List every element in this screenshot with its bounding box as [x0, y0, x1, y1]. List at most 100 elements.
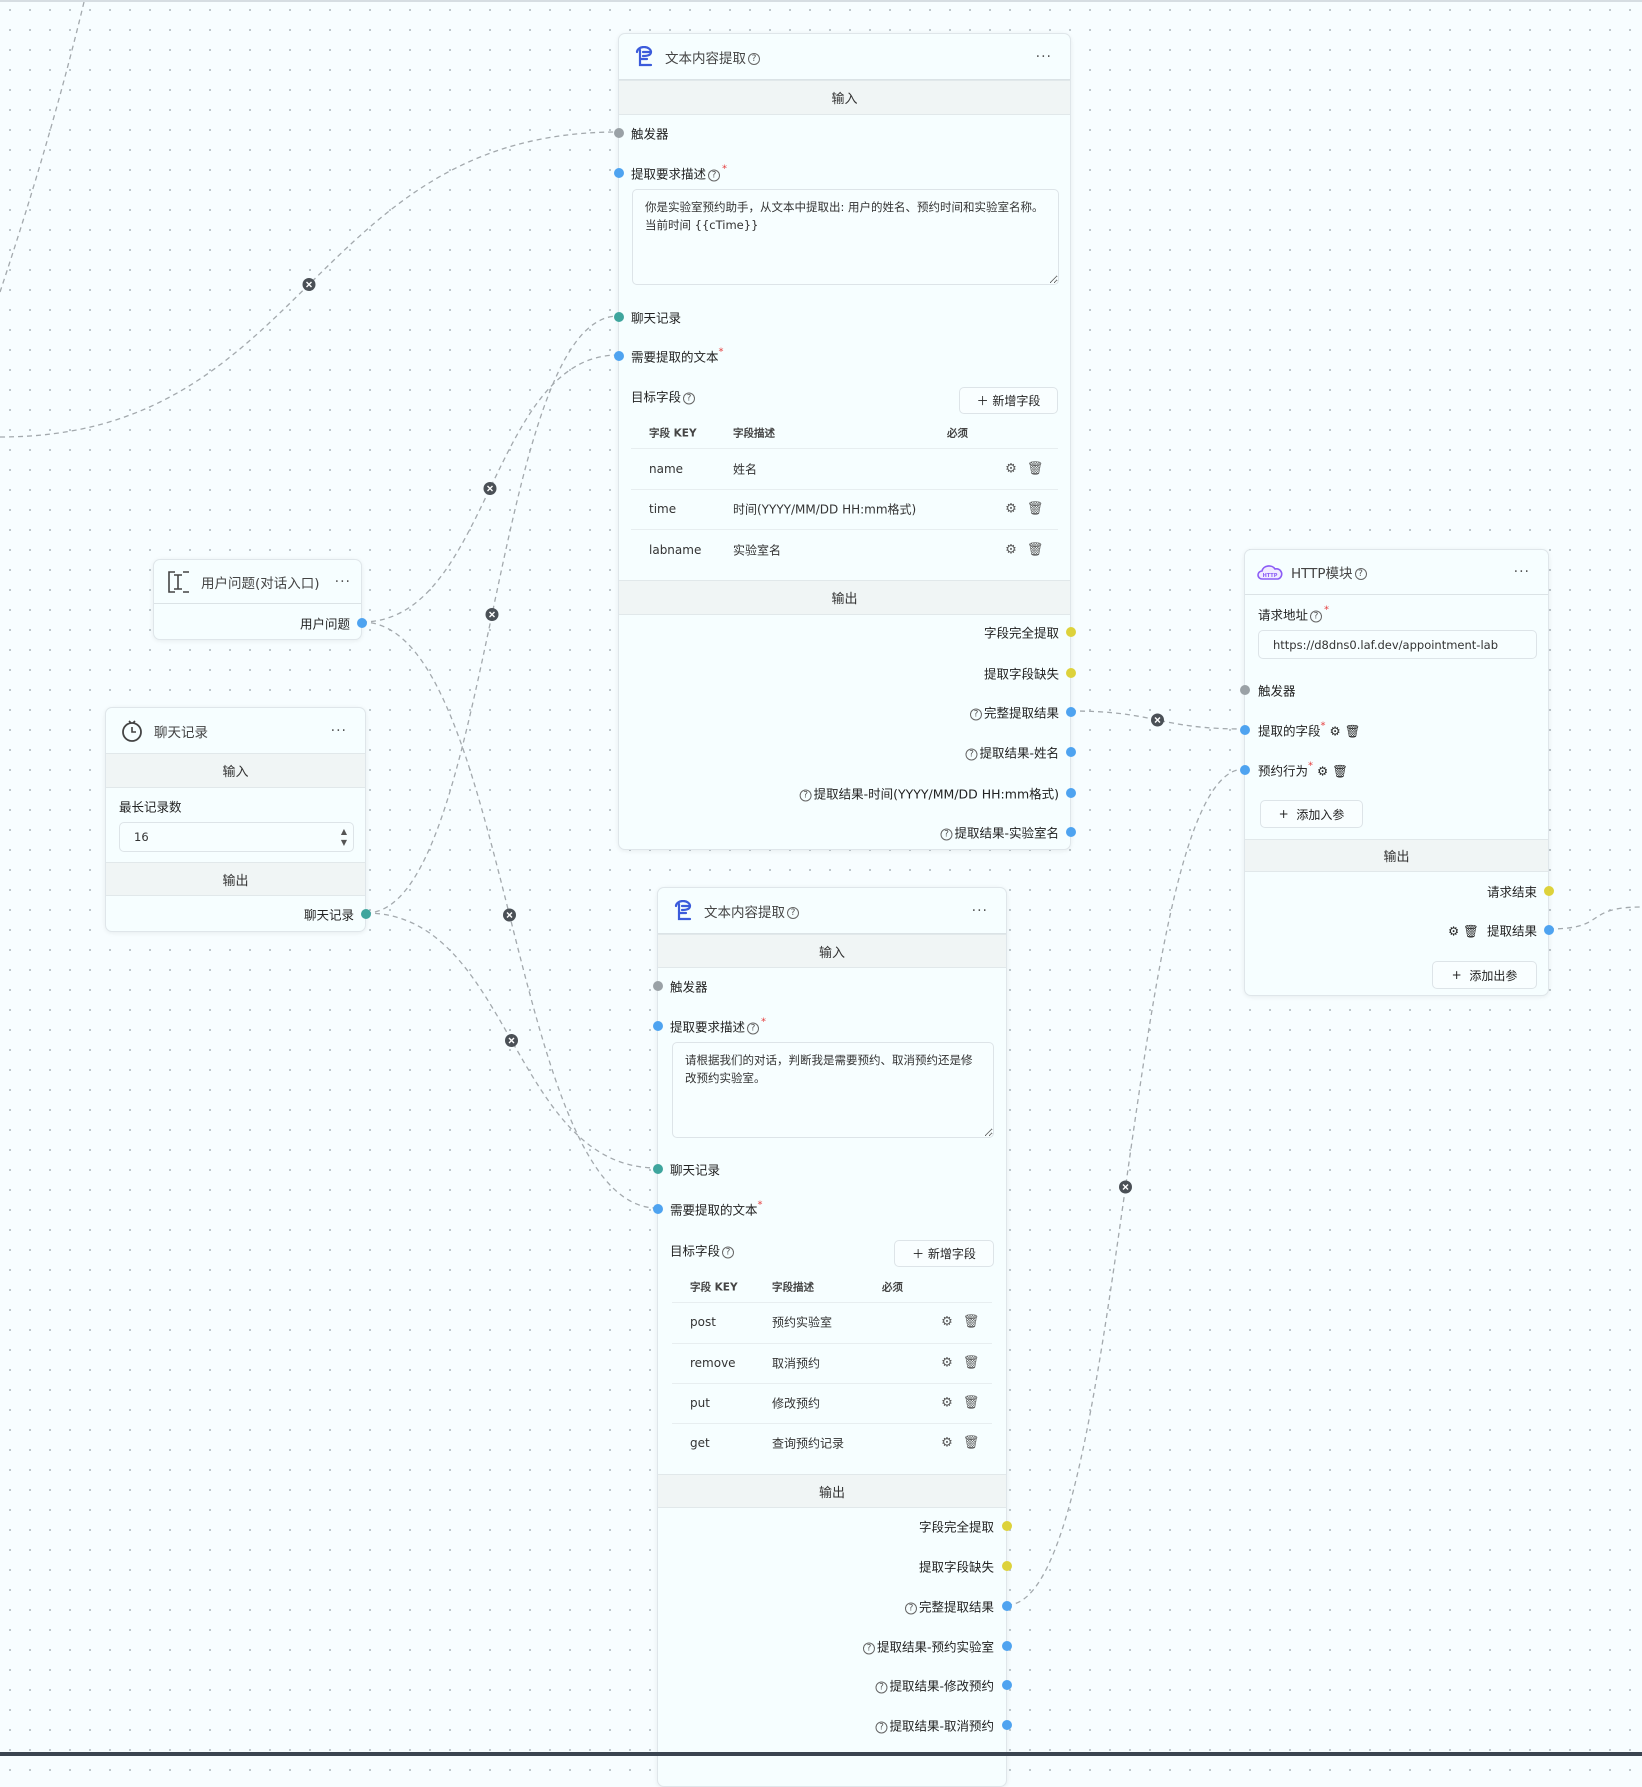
text-input-handle[interactable]: [653, 1204, 663, 1214]
gear-icon[interactable]: ⚙: [1329, 723, 1341, 739]
text-extract-node-1[interactable]: 文本内容提取? ··· 输入 触发器 提取要求描述 ?* 你是实验室预约助手，从文…: [614, 33, 1076, 850]
gear-icon[interactable]: ⚙: [1005, 501, 1017, 517]
chat-history-node[interactable]: 聊天记录 ··· 输入 最长记录数 16 ▲ ▼ 输出 聊天记录: [105, 707, 371, 932]
help-icon[interactable]: ?: [722, 1246, 735, 1258]
param-handle[interactable]: [1240, 765, 1250, 775]
add-field-button[interactable]: ＋ 新增字段: [894, 1240, 994, 1267]
add-field-button[interactable]: ＋ 新增字段: [959, 387, 1058, 414]
output-handle[interactable]: [1002, 1641, 1012, 1651]
gear-icon[interactable]: ⚙: [1317, 763, 1329, 779]
text-input-handle[interactable]: [614, 351, 624, 361]
help-icon[interactable]: ?: [708, 169, 721, 181]
output-handle[interactable]: [1544, 925, 1554, 935]
gear-icon[interactable]: ⚙: [941, 1314, 953, 1330]
gear-icon[interactable]: ⚙: [1005, 461, 1017, 477]
output-handle[interactable]: [1002, 1601, 1012, 1611]
trigger-handle[interactable]: [614, 128, 624, 138]
stepper-arrows-icon[interactable]: ▲ ▼: [340, 827, 347, 847]
connection-edge[interactable]: [1006, 768, 1245, 1606]
more-menu-button[interactable]: ···: [971, 902, 988, 919]
help-icon[interactable]: ?: [748, 52, 760, 65]
output-handle[interactable]: [1066, 747, 1076, 757]
delete-edge-icon[interactable]: [505, 1034, 519, 1048]
more-menu-button[interactable]: ···: [1035, 48, 1052, 65]
connection-edge[interactable]: [361, 354, 619, 623]
max-records-stepper[interactable]: 16 ▲ ▼: [119, 822, 354, 852]
param-handle[interactable]: [1240, 725, 1250, 735]
help-icon[interactable]: ?: [969, 708, 982, 720]
url-input[interactable]: https://d8dns0.laf.dev/appointment-lab: [1258, 630, 1537, 659]
output-handle[interactable]: [1544, 886, 1554, 896]
trash-icon[interactable]: 🗑: [962, 1355, 980, 1371]
extract-desc-textarea[interactable]: 你是实验室预约助手，从文本中提取出: 用户的姓名、预约时间和实验室名称。当前时间…: [632, 189, 1059, 285]
connection-edge[interactable]: [361, 621, 658, 1209]
output-handle[interactable]: [1066, 707, 1076, 717]
help-icon[interactable]: ?: [1354, 568, 1367, 580]
output-handle[interactable]: [1066, 788, 1076, 798]
trash-icon[interactable]: 🗑: [1026, 542, 1044, 558]
trash-icon[interactable]: 🗑: [1332, 763, 1349, 779]
add-output-param-button[interactable]: + 添加出参: [1432, 961, 1537, 989]
node-header[interactable]: HTTP HTTP模块? ···: [1245, 550, 1548, 595]
help-icon[interactable]: ?: [965, 748, 978, 760]
gear-icon[interactable]: ⚙: [1005, 542, 1017, 558]
connection-edge[interactable]: [365, 315, 619, 914]
output-handle[interactable]: [1002, 1720, 1012, 1730]
trash-icon[interactable]: 🗑: [1026, 461, 1044, 477]
trigger-handle[interactable]: [1240, 685, 1250, 695]
output-handle[interactable]: [357, 618, 367, 628]
output-handle[interactable]: [1066, 627, 1076, 637]
http-node[interactable]: HTTP HTTP模块? ··· 请求地址 ?* https://d8dns0.l…: [1240, 549, 1554, 996]
more-menu-button[interactable]: ···: [334, 573, 351, 590]
help-icon[interactable]: ?: [787, 906, 799, 919]
trash-icon[interactable]: 🗑: [962, 1395, 980, 1411]
connection-edge[interactable]: [0, 2, 85, 293]
trash-icon[interactable]: 🗑: [1463, 923, 1480, 939]
node-header[interactable]: 文本内容提取? ···: [619, 34, 1070, 80]
text-extract-node-2[interactable]: 文本内容提取? ··· 输入 触发器 提取要求描述 ?* 请根据我们的对话，判断我…: [653, 887, 1012, 1787]
connection-edge[interactable]: [365, 912, 658, 1169]
more-menu-button[interactable]: ···: [1513, 564, 1530, 580]
connection-edge[interactable]: [1548, 906, 1642, 930]
help-icon[interactable]: ?: [875, 1721, 888, 1733]
output-handle[interactable]: [1002, 1680, 1012, 1690]
trash-icon[interactable]: 🗑: [962, 1435, 980, 1451]
trash-icon[interactable]: 🗑: [962, 1314, 980, 1330]
delete-edge-icon[interactable]: [485, 607, 499, 621]
help-icon[interactable]: ?: [904, 1602, 917, 1614]
connection-edge[interactable]: [1070, 710, 1245, 730]
help-icon[interactable]: ?: [683, 392, 696, 404]
node-header[interactable]: 用户问题(对话入口) ···: [154, 560, 361, 604]
output-handle[interactable]: [1066, 668, 1076, 678]
extract-desc-handle[interactable]: [614, 168, 624, 178]
output-handle[interactable]: [361, 909, 371, 919]
output-handle[interactable]: [1066, 827, 1076, 837]
delete-edge-icon[interactable]: [483, 481, 497, 495]
delete-edge-icon[interactable]: [302, 278, 316, 292]
gear-icon[interactable]: ⚙: [941, 1435, 953, 1451]
gear-icon[interactable]: ⚙: [1447, 923, 1460, 939]
chat-history-handle[interactable]: [614, 312, 624, 322]
trigger-handle[interactable]: [653, 981, 663, 991]
delete-edge-icon[interactable]: [1119, 1180, 1132, 1194]
add-input-param-button[interactable]: + 添加入参: [1260, 800, 1363, 828]
node-header[interactable]: 文本内容提取? ···: [658, 888, 1006, 934]
help-icon[interactable]: ?: [747, 1022, 760, 1034]
help-icon[interactable]: ?: [799, 789, 812, 801]
delete-edge-icon[interactable]: [502, 908, 516, 922]
output-handle[interactable]: [1002, 1561, 1012, 1571]
help-icon[interactable]: ?: [862, 1642, 875, 1654]
trash-icon[interactable]: 🗑: [1026, 501, 1044, 517]
trash-icon[interactable]: 🗑: [1344, 723, 1361, 739]
extract-desc-handle[interactable]: [653, 1021, 663, 1031]
chat-history-handle[interactable]: [653, 1164, 663, 1174]
help-icon[interactable]: ?: [940, 828, 953, 840]
gear-icon[interactable]: ⚙: [941, 1395, 953, 1411]
connection-edge[interactable]: [0, 131, 619, 438]
gear-icon[interactable]: ⚙: [941, 1355, 953, 1371]
output-handle[interactable]: [1002, 1521, 1012, 1531]
user-question-node[interactable]: 用户问题(对话入口) ··· 用户问题: [153, 559, 367, 640]
help-icon[interactable]: ?: [1310, 610, 1323, 622]
help-icon[interactable]: ?: [875, 1681, 888, 1693]
node-header[interactable]: 聊天记录 ···: [106, 708, 365, 753]
